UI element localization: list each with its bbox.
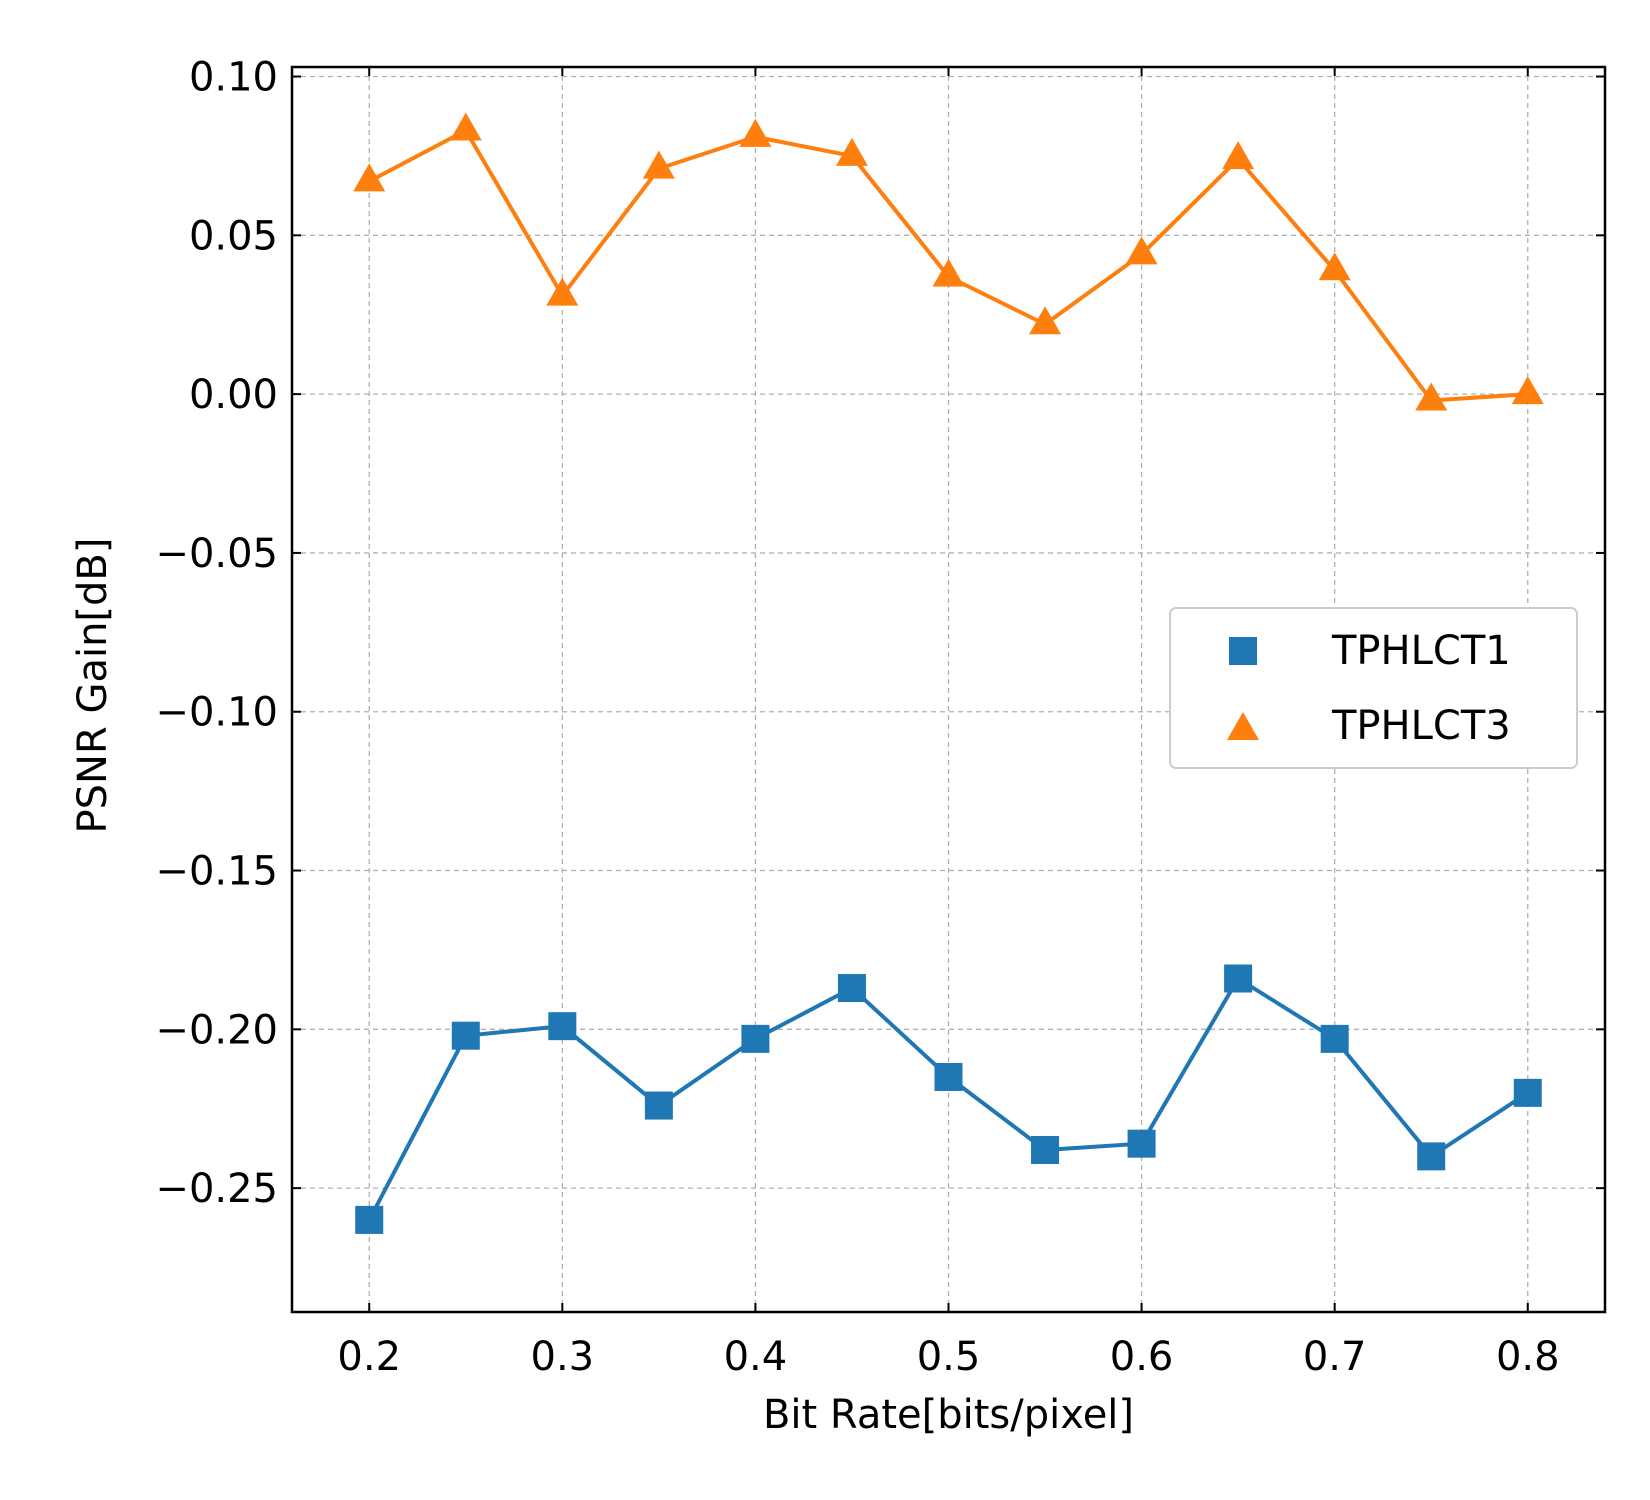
x-tick-label: 0.8 bbox=[1496, 1334, 1560, 1380]
data-point-tphlct3 bbox=[1222, 141, 1254, 169]
y-tick-label: −0.10 bbox=[155, 690, 278, 736]
legend-label-tphlct1: TPHLCT1 bbox=[1331, 628, 1511, 674]
data-point-tphlct3 bbox=[450, 113, 482, 141]
x-tick-label: 0.2 bbox=[337, 1334, 401, 1380]
y-tick-label: 0.05 bbox=[189, 213, 278, 259]
data-point-tphlct3 bbox=[739, 119, 771, 147]
y-tick-label: −0.05 bbox=[155, 531, 278, 577]
y-tick-label: −0.15 bbox=[155, 849, 278, 895]
legend-marker-tphlct1 bbox=[1229, 637, 1257, 665]
data-point-tphlct1 bbox=[355, 1206, 383, 1234]
data-point-tphlct1 bbox=[1031, 1136, 1059, 1164]
data-point-tphlct1 bbox=[645, 1092, 673, 1120]
x-tick-label: 0.3 bbox=[531, 1334, 595, 1380]
data-point-tphlct1 bbox=[452, 1022, 480, 1050]
data-point-tphlct1 bbox=[1321, 1025, 1349, 1053]
legend: TPHLCT1 TPHLCT3 bbox=[1170, 608, 1577, 768]
y-tick-label: −0.25 bbox=[155, 1166, 278, 1212]
data-point-tphlct1 bbox=[741, 1025, 769, 1053]
data-point-tphlct3 bbox=[1512, 376, 1544, 404]
data-point-tphlct1 bbox=[548, 1012, 576, 1040]
legend-label-tphlct3: TPHLCT3 bbox=[1331, 703, 1511, 749]
data-point-tphlct1 bbox=[1128, 1130, 1156, 1158]
x-tick-label: 0.5 bbox=[917, 1334, 981, 1380]
x-tick-label: 0.7 bbox=[1303, 1334, 1367, 1380]
y-tick-label: 0.00 bbox=[189, 372, 278, 418]
y-tick-label: 0.10 bbox=[189, 55, 278, 101]
y-tick-label: −0.20 bbox=[155, 1007, 278, 1053]
data-point-tphlct1 bbox=[935, 1063, 963, 1091]
x-axis-title: Bit Rate[bits/pixel] bbox=[763, 1392, 1134, 1438]
data-point-tphlct1 bbox=[838, 974, 866, 1002]
x-tick-label: 0.4 bbox=[724, 1334, 788, 1380]
data-point-tphlct1 bbox=[1514, 1079, 1542, 1107]
data-point-tphlct1 bbox=[1417, 1142, 1445, 1170]
data-point-tphlct1 bbox=[1224, 965, 1252, 993]
y-axis-title: PSNR Gain[dB] bbox=[70, 538, 116, 834]
x-tick-label: 0.6 bbox=[1110, 1334, 1174, 1380]
